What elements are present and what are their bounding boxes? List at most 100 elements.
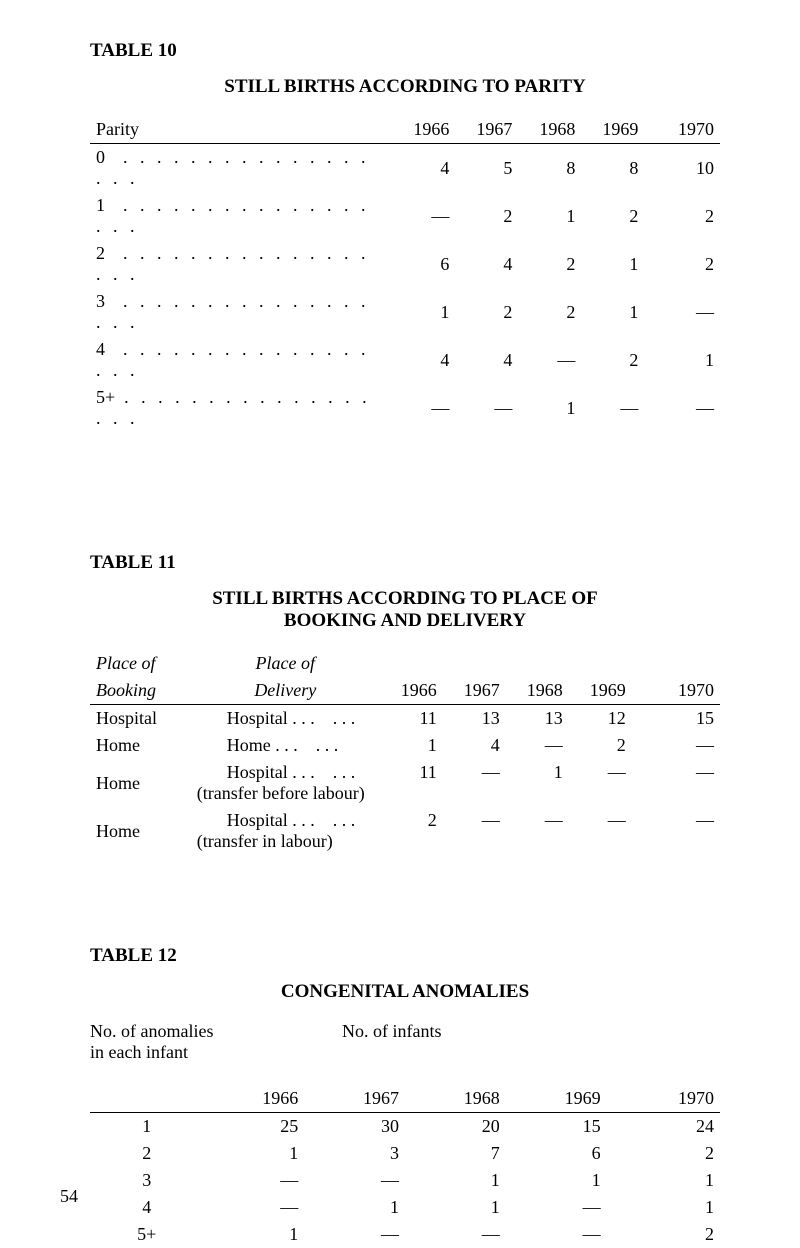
table-row: 4 — 1 1 — 1 — [90, 1194, 720, 1221]
cell: 6 — [506, 1140, 607, 1167]
table11-title-line1: STILL BIRTHS ACCORDING TO PLACE OF — [90, 588, 720, 610]
cell: 2 — [644, 192, 720, 240]
cell: 2 — [581, 192, 644, 240]
cell: 13 — [443, 705, 506, 733]
table11-year: 1967 — [443, 677, 506, 705]
cell: 20 — [405, 1113, 506, 1141]
cell: — — [392, 192, 455, 240]
cell: — — [644, 384, 720, 432]
cell: — — [443, 807, 506, 855]
delivery: Hospital . . . — [227, 762, 315, 782]
sub-left1: No. of anomalies — [90, 1021, 342, 1042]
head-booking2: Booking — [90, 677, 191, 705]
table-row: 2 . . . . . . . . . . . . . . . . . . 6 … — [90, 240, 720, 288]
cell: 1 — [518, 192, 581, 240]
cell: 2 — [644, 240, 720, 288]
table-row: Hospital Hospital . . . . . . 11 13 13 1… — [90, 705, 720, 733]
table-row: Home Hospital . . . . . .(transfer in la… — [90, 807, 720, 855]
table11-title-line2: BOOKING AND DELIVERY — [90, 610, 720, 632]
cell: 6 — [392, 240, 455, 288]
cell: — — [632, 759, 720, 807]
table11-year: 1969 — [569, 677, 632, 705]
cell: 1 — [304, 1194, 405, 1221]
cell: 1 — [392, 288, 455, 336]
dots: . . . — [333, 708, 356, 728]
cell: 13 — [506, 705, 569, 733]
cell: 1 — [380, 732, 443, 759]
cell: 1 — [518, 384, 581, 432]
cell: 1 — [581, 288, 644, 336]
table11-year: 1968 — [506, 677, 569, 705]
table-row: Home Hospital . . . . . .(transfer befor… — [90, 759, 720, 807]
table12-year: 1969 — [506, 1085, 607, 1113]
cell: 1 — [203, 1140, 304, 1167]
dots: . . . . . . . . . . . . . . . . . . — [96, 339, 370, 380]
cell: 5 — [455, 144, 518, 193]
cell: — — [632, 732, 720, 759]
dots: . . . . . . . . . . . . . . . . . . — [96, 195, 370, 236]
dots: . . . — [333, 810, 356, 830]
sub-right: No. of infants — [342, 1021, 594, 1042]
cell: 10 — [644, 144, 720, 193]
cell: — — [443, 759, 506, 807]
table12-label: TABLE 12 — [90, 945, 720, 967]
table-row: Home Home . . . . . . 1 4 — 2 — — [90, 732, 720, 759]
delivery: Hospital . . . — [227, 810, 315, 830]
cell: — — [506, 807, 569, 855]
table11-year: 1970 — [632, 677, 720, 705]
booking: Hospital — [90, 705, 191, 733]
cell: 2 — [581, 336, 644, 384]
cell: — — [506, 1194, 607, 1221]
sub-left2: in each infant — [90, 1042, 342, 1063]
anomaly-label: 3 — [90, 1167, 203, 1194]
parity-label: 3 — [96, 291, 105, 311]
cell: 4 — [455, 240, 518, 288]
table10-year: 1968 — [518, 116, 581, 144]
parity-label: 0 — [96, 147, 105, 167]
table12-year: 1967 — [304, 1085, 405, 1113]
dots: . . . . . . . . . . . . . . . . . . — [96, 387, 371, 428]
table10: Parity 1966 1967 1968 1969 1970 0 . . . … — [90, 116, 720, 432]
cell: — — [304, 1167, 405, 1194]
dots: . . . . . . . . . . . . . . . . . . — [96, 291, 370, 332]
booking: Home — [90, 807, 191, 855]
cell: 1 — [405, 1194, 506, 1221]
anomaly-label: 4 — [90, 1194, 203, 1221]
table11: Place of Place of Booking Delivery 1966 … — [90, 650, 720, 855]
cell: 25 — [203, 1113, 304, 1141]
cell: 2 — [380, 807, 443, 855]
table-row: 1 . . . . . . . . . . . . . . . . . . — … — [90, 192, 720, 240]
table-row: 4 . . . . . . . . . . . . . . . . . . 4 … — [90, 336, 720, 384]
cell: 2 — [518, 288, 581, 336]
cell: 15 — [632, 705, 720, 733]
table12-year: 1970 — [607, 1085, 720, 1113]
table10-label: TABLE 10 — [90, 40, 720, 62]
table10-year: 1970 — [644, 116, 720, 144]
cell: 1 — [581, 240, 644, 288]
dots: . . . — [316, 735, 339, 755]
delivery: Hospital . . . — [227, 708, 315, 728]
table10-title: STILL BIRTHS ACCORDING TO PARITY — [90, 76, 720, 98]
dots: . . . . . . . . . . . . . . . . . . — [96, 147, 370, 188]
cell: 4 — [392, 144, 455, 193]
head-booking1: Place of — [90, 650, 191, 677]
cell: — — [506, 732, 569, 759]
cell: 15 — [506, 1113, 607, 1141]
table12-year: 1968 — [405, 1085, 506, 1113]
cell: — — [632, 807, 720, 855]
cell: 1 — [607, 1194, 720, 1221]
cell: 8 — [581, 144, 644, 193]
dots: . . . . . . . . . . . . . . . . . . — [96, 243, 370, 284]
dots: . . . — [333, 762, 356, 782]
table10-year: 1967 — [455, 116, 518, 144]
table-row: 5+ . . . . . . . . . . . . . . . . . . —… — [90, 384, 720, 432]
booking: Home — [90, 759, 191, 807]
cell: 8 — [518, 144, 581, 193]
cell: 2 — [607, 1140, 720, 1167]
parity-label: 5+ — [96, 387, 115, 407]
anomaly-label: 2 — [90, 1140, 203, 1167]
parity-label: 1 — [96, 195, 105, 215]
table10-year: 1969 — [581, 116, 644, 144]
cell: — — [203, 1167, 304, 1194]
table12: 1966 1967 1968 1969 1970 1 25 30 20 15 2… — [90, 1085, 720, 1248]
